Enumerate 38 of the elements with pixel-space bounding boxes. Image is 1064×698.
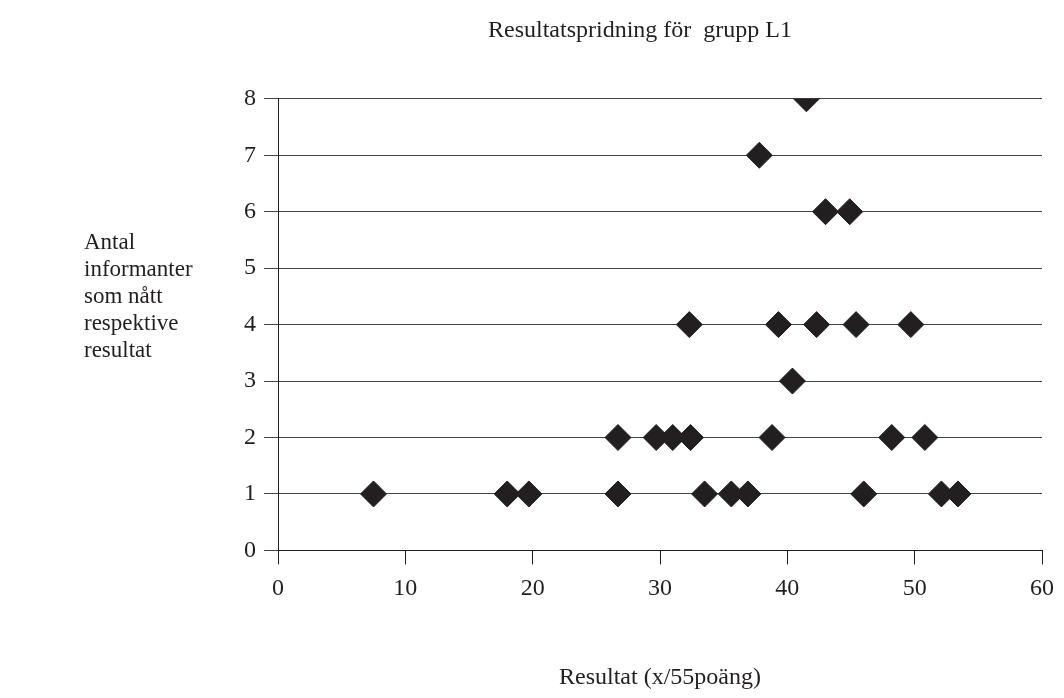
- y-tick-label: 0: [244, 535, 256, 562]
- point: [778, 367, 806, 395]
- point: [897, 311, 925, 339]
- point: [842, 311, 870, 339]
- point: [360, 480, 387, 508]
- x-axis-title: Resultat (x/55poäng): [559, 662, 761, 689]
- point: [758, 424, 786, 451]
- y-tick-label: 5: [244, 253, 256, 280]
- x-tick-label: 30: [648, 574, 672, 601]
- point: [836, 198, 864, 226]
- point: [493, 480, 521, 508]
- chart-title: Resultatspridning för grupp L1: [488, 15, 792, 42]
- point: [803, 311, 831, 339]
- x-tick-label: 40: [775, 574, 800, 601]
- y-tick-label: 7: [244, 140, 256, 167]
- x-tick-label: 20: [520, 574, 545, 601]
- x-tick-label: 60: [1030, 574, 1054, 601]
- point: [604, 424, 632, 451]
- point: [878, 424, 906, 451]
- x-tick-label: 0: [272, 574, 284, 601]
- point: [604, 480, 632, 508]
- y-axis-title: Antal informanter som nått respektive resultat: [84, 228, 194, 363]
- y-tick-label: 6: [244, 197, 256, 223]
- x-tick-label: 10: [393, 574, 418, 601]
- point: [515, 480, 543, 508]
- y-tick-label: 3: [244, 366, 256, 393]
- point: [911, 424, 939, 451]
- y-tick-label: 4: [244, 309, 256, 336]
- y-tick-label: 2: [244, 422, 256, 449]
- point: [691, 480, 719, 508]
- y-tick-label: 1: [244, 479, 256, 506]
- point: [812, 198, 840, 226]
- point: [850, 480, 878, 508]
- point: [745, 141, 773, 169]
- x-tick-label: 50: [902, 574, 927, 601]
- point: [675, 311, 703, 339]
- y-tick-label: 8: [244, 84, 256, 111]
- point: [764, 311, 792, 339]
